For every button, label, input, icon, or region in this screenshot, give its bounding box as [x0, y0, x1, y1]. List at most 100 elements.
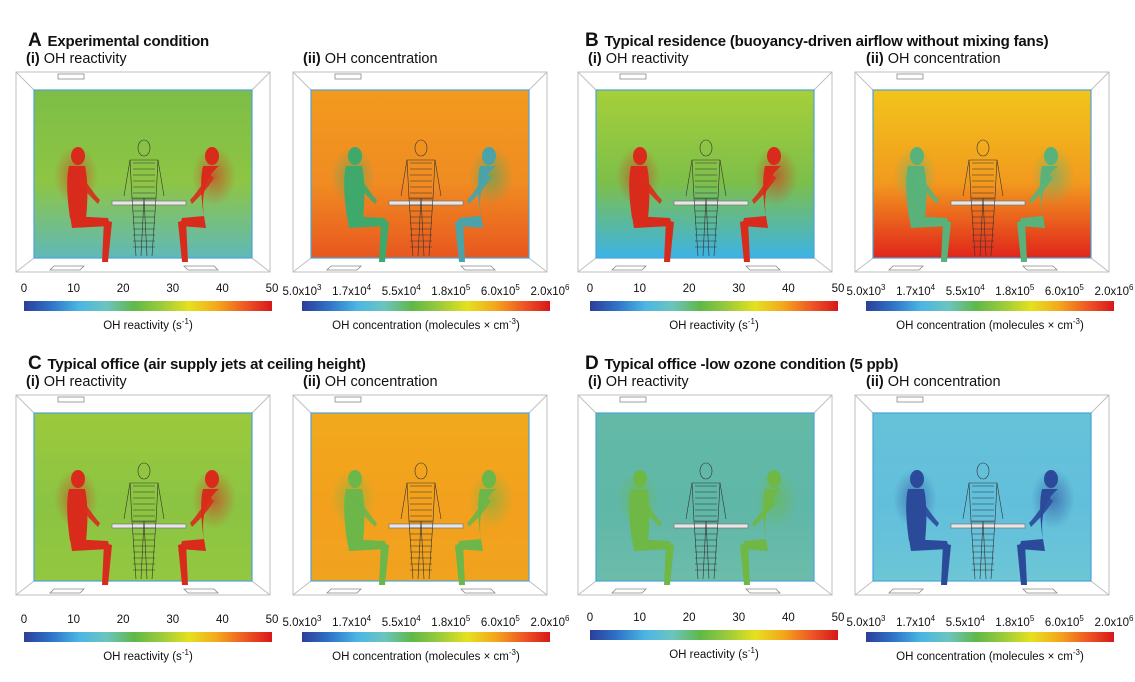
floor-vent	[460, 588, 496, 594]
colorbar-label: OH reactivity (s-1)	[103, 317, 193, 332]
subpanel-label: OH reactivity	[605, 51, 689, 67]
seated-person-left	[906, 147, 951, 262]
table	[111, 523, 187, 529]
colorbar-label: OH concentration (molecules × cm-3)	[332, 648, 520, 663]
room-frame	[15, 394, 271, 596]
subpanel-roman: (i)	[588, 374, 602, 390]
simulation-a-i	[14, 68, 274, 278]
colorbar-ticks: 5.0x103 1.7x104 5.5x104 1.8x105 6.0x105 2.0x1…	[283, 283, 570, 299]
subpanel-roman: (ii)	[303, 51, 321, 67]
standing-person	[123, 462, 165, 580]
seated-person-left	[67, 470, 112, 585]
ceiling-vent	[896, 396, 924, 403]
colorbar-tick-label: 5.0x103	[846, 283, 886, 298]
room-frame	[292, 71, 548, 273]
colorbar-tick-label: 5.0x103	[282, 614, 322, 629]
colorbar-tick-label: 50	[265, 614, 279, 626]
colorbar-tick-label: 30	[166, 614, 180, 626]
colorbar-gradient	[24, 632, 272, 642]
standing-person	[962, 462, 1004, 580]
room-frame	[292, 394, 548, 596]
ceiling-vent	[619, 73, 647, 80]
colorbar-tick-label: 1.8x105	[431, 283, 471, 298]
panel-b-letter: B	[585, 30, 599, 51]
room-scene	[854, 394, 1110, 596]
floor-vent	[888, 588, 924, 594]
colorbar-tick-label: 0	[20, 283, 28, 295]
floor-vent	[49, 265, 85, 271]
colorbar-tick-label: 5.5x104	[945, 283, 985, 298]
table	[673, 200, 749, 206]
colorbar-label: OH concentration (molecules × cm-3)	[896, 648, 1084, 663]
seated-person-right	[178, 147, 219, 262]
room-scene	[292, 394, 548, 596]
colorbar-tick-label: 2.0x106	[1094, 614, 1134, 629]
subpanel-roman: (ii)	[303, 374, 321, 390]
floor-vent	[611, 265, 647, 271]
standing-person	[685, 462, 727, 580]
subpanel-label: OH reactivity	[43, 374, 127, 390]
table	[673, 523, 749, 529]
colorbar-tick-label: 10	[633, 283, 646, 295]
subpanel-roman: (ii)	[866, 374, 884, 390]
floor-vent	[460, 265, 496, 271]
standing-person	[123, 139, 165, 257]
floor-vent	[326, 588, 362, 594]
colorbar-tick-label: 50	[265, 283, 279, 295]
colorbar-tick-label: 20	[682, 612, 696, 624]
colorbar-tick-label: 0	[586, 612, 594, 624]
colorbar-tick-label: 1.8x105	[431, 614, 471, 629]
floor-vent	[611, 588, 647, 594]
table	[388, 200, 464, 206]
colorbar-tick-label: 40	[781, 283, 795, 295]
panel-a-ii-subtitle: (ii) OH concentration	[303, 51, 438, 67]
room-scene	[15, 394, 271, 596]
seated-person-left	[67, 147, 112, 262]
floor-vent	[183, 588, 219, 594]
floor-vent	[183, 265, 219, 271]
subpanel-label: OH concentration	[324, 374, 438, 390]
colorbar-concentration-d: 5.0x103 1.7x104 5.5x104 1.8x105 6.0x105 2.0x1…	[847, 614, 1134, 666]
room-frame	[577, 71, 833, 273]
colorbar-tick-label: 50	[831, 612, 845, 624]
colorbar-tick-label: 40	[215, 614, 229, 626]
simulation-b-ii	[853, 68, 1113, 278]
subpanel-roman: (i)	[26, 51, 40, 67]
colorbar-gradient	[24, 301, 272, 311]
panel-c-title: C Typical office (air supply jets at ceil…	[28, 353, 366, 375]
floor-vent	[49, 588, 85, 594]
panel-d-ii-subtitle: (ii) OH concentration	[866, 374, 1001, 390]
colorbar-tick-label: 5.5x104	[381, 283, 421, 298]
colorbar-tick-label: 6.0x105	[480, 614, 520, 629]
room-frame	[854, 394, 1110, 596]
colorbar-tick-label: 40	[781, 612, 795, 624]
colorbar-tick-label: 6.0x105	[480, 283, 520, 298]
panel-a-i-subtitle: (i) OH reactivity	[26, 51, 127, 67]
ceiling-vent	[619, 396, 647, 403]
panel-d-letter: D	[585, 353, 599, 374]
colorbar-tick-label: 30	[732, 283, 746, 295]
colorbar-reactivity-a: 0 10 20 30 40 50 OH reactivity (s-1)	[20, 283, 279, 335]
room-frame	[15, 71, 271, 273]
standing-person	[400, 462, 442, 580]
colorbar-tick-label: 10	[67, 614, 80, 626]
seated-person-left	[906, 470, 951, 585]
standing-person	[400, 139, 442, 257]
colorbar-tick-label: 20	[116, 614, 130, 626]
colorbar-tick-label: 1.7x104	[332, 614, 372, 629]
colorbar-reactivity-b: 0 10 20 30 40 50 OH reactivity (s-1)	[586, 283, 845, 335]
colorbar-tick-label: 2.0x106	[1094, 283, 1134, 298]
colorbar-tick-label: 0	[586, 283, 594, 295]
colorbar-ticks: 0 10 20 30 40 50	[21, 614, 279, 630]
colorbar-gradient	[866, 301, 1114, 311]
colorbar-gradient	[590, 630, 838, 640]
colorbar-tick-label: 1.7x104	[896, 614, 936, 629]
subpanel-label: OH concentration	[887, 51, 1001, 67]
panel-a-letter: A	[28, 30, 42, 51]
seated-person-left	[629, 470, 674, 585]
simulation-c-i	[14, 391, 274, 601]
colorbar-tick-label: 10	[633, 612, 646, 624]
floor-vent	[1022, 588, 1058, 594]
table	[111, 200, 187, 206]
standing-person	[685, 139, 727, 257]
